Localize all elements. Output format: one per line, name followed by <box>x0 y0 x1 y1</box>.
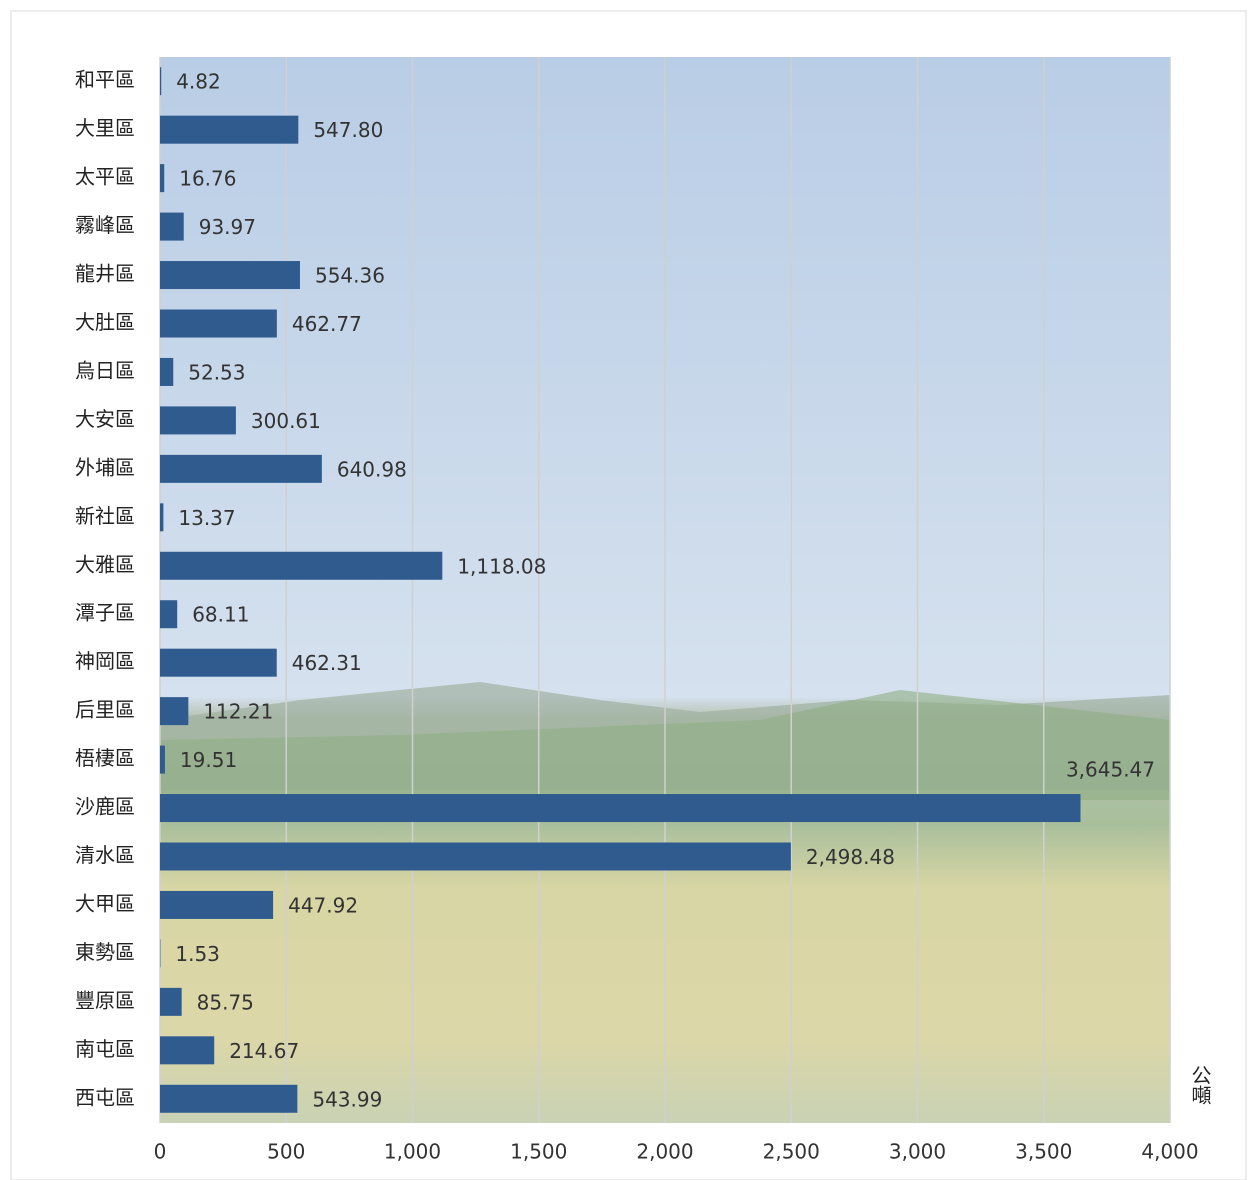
y-tick-label: 神岡區 <box>75 649 135 673</box>
x-tick-label: 0 <box>154 1140 167 1164</box>
y-tick-label: 大肚區 <box>75 310 135 334</box>
x-tick-label: 2,500 <box>763 1140 820 1164</box>
bar <box>160 890 274 919</box>
value-label: 4.82 <box>176 70 221 94</box>
bar <box>160 454 322 483</box>
x-tick-label: 4,000 <box>1141 1140 1198 1164</box>
bar <box>160 648 277 677</box>
value-label: 462.77 <box>292 312 362 336</box>
y-tick-label: 大雅區 <box>75 552 135 576</box>
y-tick-label: 外埔區 <box>75 455 135 479</box>
y-tick-label: 烏日區 <box>75 358 135 382</box>
bar <box>160 1036 215 1065</box>
y-tick-label: 大安區 <box>75 407 135 431</box>
y-tick-label: 東勢區 <box>75 940 135 964</box>
value-label: 462.31 <box>292 651 362 675</box>
bar <box>160 794 1081 823</box>
value-label: 3,645.47 <box>1066 758 1155 782</box>
value-label: 112.21 <box>203 700 273 724</box>
bar <box>160 261 300 290</box>
value-label: 16.76 <box>179 167 236 191</box>
y-tick-label: 龍井區 <box>75 262 135 286</box>
axis-unit: 公噸 <box>1188 1065 1212 1105</box>
y-tick-label: 太平區 <box>75 165 135 189</box>
y-tick-label: 梧棲區 <box>75 746 135 770</box>
bar <box>160 212 184 241</box>
y-tick-label: 霧峰區 <box>75 213 135 237</box>
value-label: 52.53 <box>188 360 245 384</box>
y-tick-label: 清水區 <box>75 843 135 867</box>
value-label: 554.36 <box>315 264 385 288</box>
y-tick-label: 沙鹿區 <box>75 795 135 819</box>
value-label: 19.51 <box>180 748 237 772</box>
x-tick-label: 1,500 <box>510 1140 567 1164</box>
y-tick-label: 大甲區 <box>75 891 135 915</box>
bar <box>160 503 164 532</box>
value-label: 85.75 <box>197 990 254 1014</box>
bar <box>160 697 189 726</box>
bar <box>160 1084 298 1113</box>
x-tick-label: 500 <box>267 1140 305 1164</box>
bar <box>160 745 165 774</box>
value-label: 68.11 <box>192 603 249 627</box>
bar <box>160 115 299 144</box>
x-tick-label: 1,000 <box>384 1140 441 1164</box>
bar <box>160 309 277 338</box>
y-tick-label: 南屯區 <box>75 1037 135 1061</box>
value-label: 300.61 <box>251 409 321 433</box>
bar <box>160 600 178 629</box>
bar <box>160 551 443 580</box>
value-label: 640.98 <box>337 457 407 481</box>
bar <box>160 67 162 96</box>
x-tick-label: 3,500 <box>1015 1140 1072 1164</box>
bar <box>160 987 182 1016</box>
value-label: 547.80 <box>313 118 383 142</box>
bar <box>160 406 236 435</box>
y-tick-label: 豐原區 <box>75 988 135 1012</box>
y-tick-label: 和平區 <box>75 68 135 92</box>
value-label: 214.67 <box>229 1039 299 1063</box>
bar <box>160 164 165 193</box>
value-label: 1,118.08 <box>457 554 546 578</box>
value-label: 93.97 <box>199 215 256 239</box>
x-tick-label: 3,000 <box>889 1140 946 1164</box>
value-label: 13.37 <box>178 506 235 530</box>
value-label: 2,498.48 <box>806 845 895 869</box>
value-label: 1.53 <box>175 942 220 966</box>
y-tick-label: 西屯區 <box>75 1085 135 1109</box>
y-tick-label: 潭子區 <box>75 601 135 625</box>
value-label: 447.92 <box>288 893 358 917</box>
bar <box>160 357 174 386</box>
bar <box>160 842 791 871</box>
y-tick-label: 新社區 <box>75 504 135 528</box>
x-tick-label: 2,000 <box>636 1140 693 1164</box>
y-tick-label: 大里區 <box>75 116 135 140</box>
y-tick-label: 后里區 <box>75 698 135 722</box>
value-label: 543.99 <box>312 1087 382 1111</box>
